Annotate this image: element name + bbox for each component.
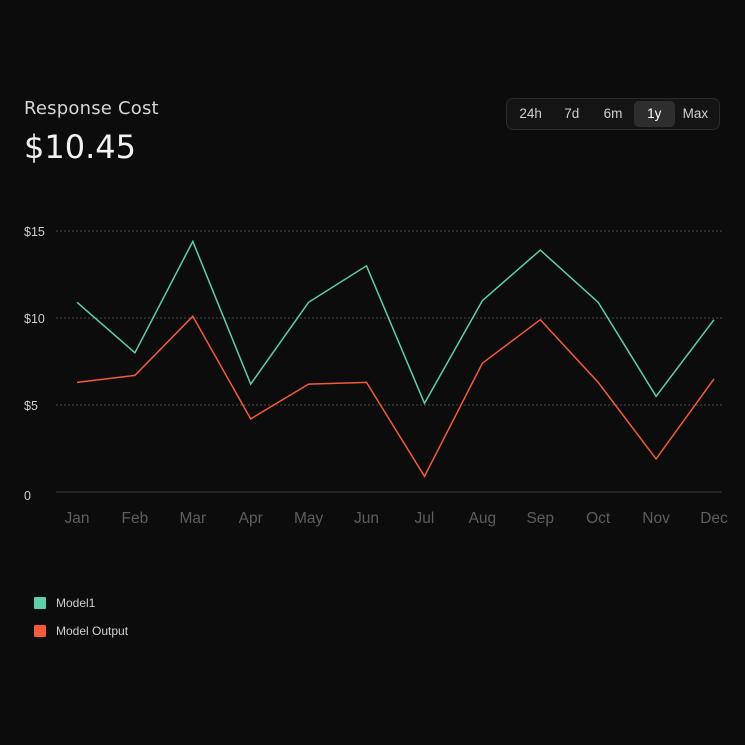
x-tick-label: Dec xyxy=(700,510,728,527)
series-line-1 xyxy=(76,315,715,478)
range-6m-button[interactable]: 6m xyxy=(603,106,623,121)
legend-label-model-output: Model Output xyxy=(56,624,129,638)
range-24h-button[interactable]: 24h xyxy=(519,106,542,121)
y-tick-label: $15 xyxy=(24,225,45,239)
x-tick-label: Nov xyxy=(642,510,670,527)
x-tick-label: Jan xyxy=(65,510,90,527)
legend-item-model1: Model1 xyxy=(34,596,128,610)
legend-swatch-model-output xyxy=(34,625,46,637)
x-tick-label: Apr xyxy=(239,510,263,527)
x-tick-label: Aug xyxy=(469,510,497,527)
total-amount: $10.45 xyxy=(24,128,136,166)
legend-item-model-output: Model Output xyxy=(34,624,128,638)
x-tick-label: Jul xyxy=(415,510,435,527)
x-tick-label: Sep xyxy=(526,510,554,527)
chart-legend: Model1 Model Output xyxy=(34,596,128,652)
legend-label-model1: Model1 xyxy=(56,596,96,610)
range-7d-button[interactable]: 7d xyxy=(564,106,580,121)
x-tick-label: May xyxy=(294,510,324,527)
legend-swatch-model1 xyxy=(34,597,46,609)
chart-title: Response Cost xyxy=(24,98,159,119)
range-max-button[interactable]: Max xyxy=(682,106,709,121)
range-1y-button[interactable]: 1y xyxy=(633,101,675,127)
x-tick-label: Oct xyxy=(586,510,611,527)
x-tick-label: Feb xyxy=(122,510,149,527)
series-line-0 xyxy=(76,239,715,405)
y-tick-label: $10 xyxy=(24,312,45,326)
time-range-selector: 24h 7d 6m 1y Max xyxy=(506,98,720,130)
y-tick-label: $5 xyxy=(24,399,38,413)
x-tick-label: Jun xyxy=(354,510,379,527)
x-tick-label: Mar xyxy=(179,510,206,527)
y-tick-label: 0 xyxy=(24,489,31,503)
